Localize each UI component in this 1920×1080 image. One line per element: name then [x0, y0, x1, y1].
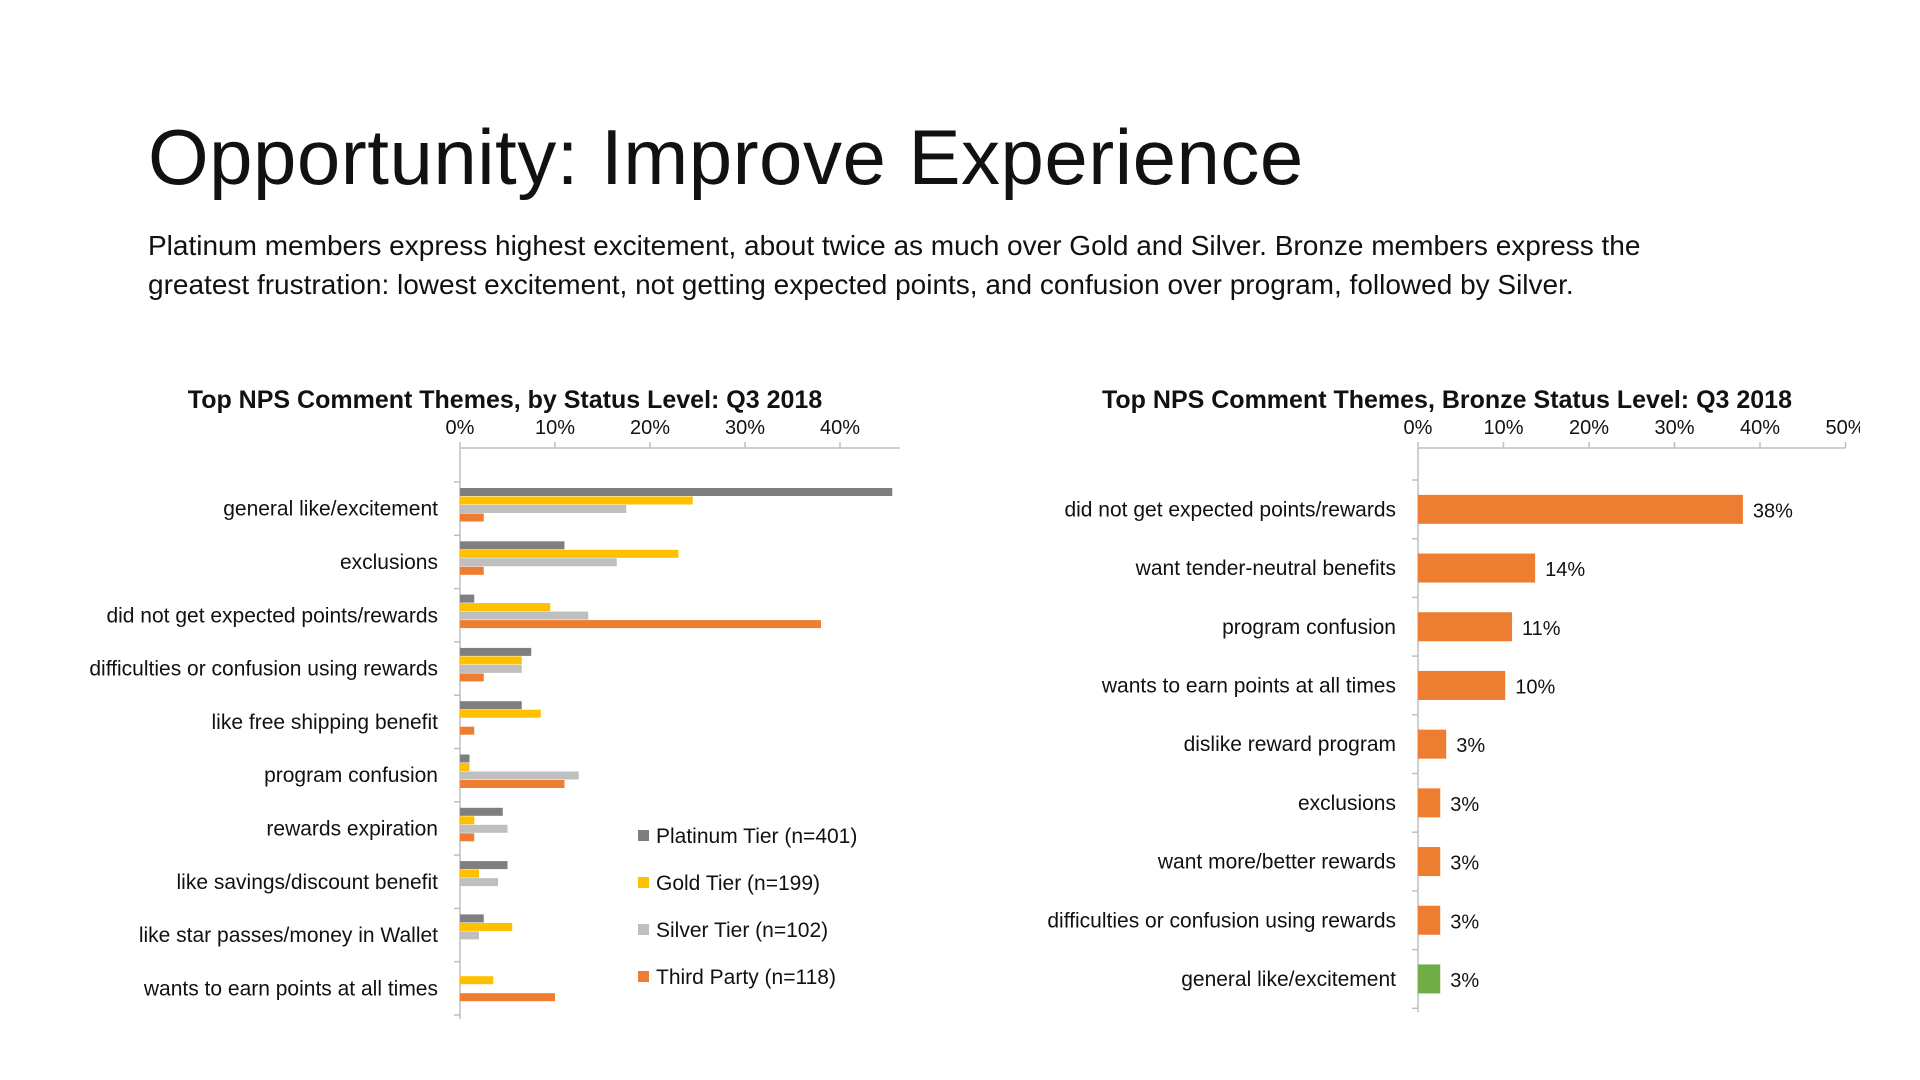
data-label: 3%: [1450, 794, 1479, 816]
bar-gold-8: [460, 869, 479, 878]
category-label: did not get expected points/rewards: [106, 604, 438, 627]
bar-third-3: [460, 620, 821, 629]
bar-platinum-4: [460, 647, 532, 656]
bar-2: [1418, 553, 1536, 583]
bar-third-5: [460, 726, 475, 735]
bar-silver-8: [460, 878, 498, 887]
category-label: did not get expected points/rewards: [1064, 498, 1396, 521]
bar-6: [1418, 788, 1441, 818]
bar-platinum-1: [460, 488, 893, 496]
category-label: wants to earn points at all times: [1101, 674, 1396, 697]
bar-4: [1418, 670, 1506, 700]
data-label: 11%: [1522, 618, 1561, 640]
category-label: program confusion: [1222, 616, 1396, 639]
category-label: exclusions: [340, 551, 438, 574]
bar-silver-7: [460, 824, 508, 833]
x-tick-label: 0%: [1404, 417, 1433, 439]
bar-platinum-3: [460, 594, 475, 603]
bar-third-6: [460, 780, 565, 788]
bar-platinum-5: [460, 701, 522, 710]
bar-third-1: [460, 513, 484, 522]
x-tick-label: 0%: [446, 417, 475, 439]
legend-label: Third Party (n=118): [656, 966, 836, 989]
bar-silver-2: [460, 558, 617, 567]
x-tick-label: 10%: [535, 417, 575, 439]
bar-3: [1418, 612, 1513, 642]
chart-title: Top NPS Comment Themes, by Status Level:…: [188, 386, 823, 414]
bar-silver-4: [460, 664, 522, 673]
x-tick-label: 40%: [820, 417, 860, 439]
category-label: want tender-neutral benefits: [1135, 557, 1396, 580]
bar-8: [1418, 905, 1441, 935]
bar-gold-9: [460, 922, 513, 931]
bar-gold-10: [460, 976, 494, 985]
legend-swatch: [638, 924, 649, 935]
category-label: like star passes/money in Wallet: [139, 924, 438, 947]
category-label: wants to earn points at all times: [143, 977, 438, 1000]
bar-gold-1: [460, 496, 693, 505]
category-label: difficulties or confusion using rewards: [1047, 909, 1396, 932]
bronze-status-chart-svg: Top NPS Comment Themes, Bronze Status Le…: [1047, 386, 1860, 1013]
x-tick-label: 20%: [1569, 417, 1609, 439]
bar-platinum-2: [460, 541, 565, 550]
x-tick-label: 40%: [1740, 417, 1780, 439]
bronze-status-chart: Top NPS Comment Themes, Bronze Status Le…: [960, 380, 1860, 1040]
legend-swatch: [638, 830, 649, 841]
category-label: general like/excitement: [223, 498, 438, 521]
bar-silver-9: [460, 931, 479, 940]
bar-gold-6: [460, 763, 470, 771]
data-label: 3%: [1450, 853, 1479, 875]
x-tick-label: 50%: [1825, 417, 1860, 439]
x-tick-label: 10%: [1483, 417, 1523, 439]
chart-title: Top NPS Comment Themes, Bronze Status Le…: [1102, 386, 1792, 414]
bar-7: [1418, 847, 1441, 877]
legend-swatch: [638, 971, 649, 982]
bar-1: [1418, 494, 1743, 524]
bar-platinum-8: [460, 861, 508, 870]
bar-third-4: [460, 673, 484, 682]
bar-platinum-7: [460, 807, 503, 816]
bar-third-2: [460, 566, 484, 575]
bar-platinum-6: [460, 754, 470, 763]
bar-silver-1: [460, 505, 627, 513]
bar-gold-3: [460, 603, 551, 612]
x-tick-label: 30%: [725, 417, 765, 439]
category-label: difficulties or confusion using rewards: [89, 658, 438, 681]
bar-third-7: [460, 833, 475, 842]
bar-third-10: [460, 993, 555, 1002]
category-label: rewards expiration: [266, 817, 438, 840]
x-tick-label: 30%: [1654, 417, 1694, 439]
bar-platinum-9: [460, 914, 484, 923]
status-level-chart-svg: Top NPS Comment Themes, by Status Level:…: [89, 386, 900, 1019]
bar-gold-4: [460, 656, 522, 665]
legend-label: Platinum Tier (n=401): [656, 825, 857, 848]
bar-silver-3: [460, 611, 589, 620]
category-label: dislike reward program: [1184, 733, 1396, 756]
bar-gold-7: [460, 816, 475, 825]
legend-label: Silver Tier (n=102): [656, 919, 828, 942]
data-label: 3%: [1450, 911, 1479, 933]
category-label: like free shipping benefit: [212, 711, 439, 734]
category-label: want more/better rewards: [1157, 851, 1396, 874]
bar-silver-6: [460, 771, 579, 780]
slide-subtitle: Platinum members express highest excitem…: [148, 230, 1641, 300]
data-label: 14%: [1545, 559, 1585, 581]
bar-5: [1418, 729, 1447, 759]
data-label: 3%: [1450, 970, 1479, 992]
category-label: general like/excitement: [1181, 968, 1396, 991]
data-label: 38%: [1753, 500, 1793, 522]
data-label: 10%: [1515, 676, 1555, 698]
legend-label: Gold Tier (n=199): [656, 872, 820, 895]
status-level-chart: Top NPS Comment Themes, by Status Level:…: [0, 380, 900, 1040]
slide-title: Opportunity: Improve Experience: [148, 113, 1304, 201]
category-label: like savings/discount benefit: [177, 871, 439, 894]
legend-swatch: [638, 877, 649, 888]
bar-9: [1418, 964, 1441, 994]
data-label: 3%: [1456, 735, 1485, 757]
category-label: program confusion: [264, 764, 438, 787]
x-tick-label: 20%: [630, 417, 670, 439]
category-label: exclusions: [1298, 792, 1396, 815]
bar-gold-5: [460, 709, 541, 718]
bar-gold-2: [460, 549, 679, 558]
